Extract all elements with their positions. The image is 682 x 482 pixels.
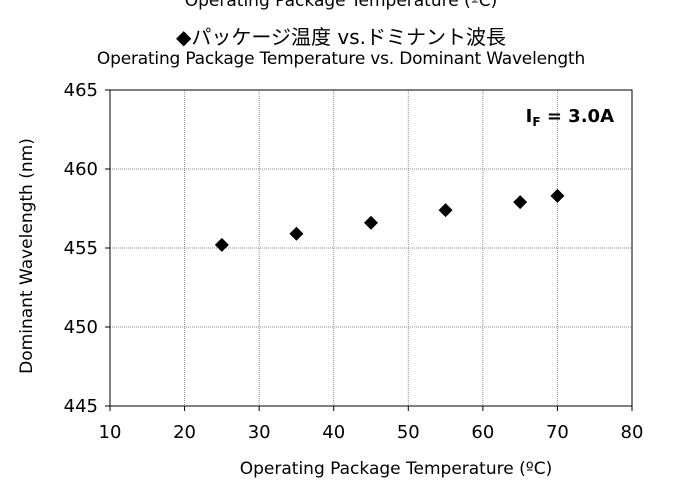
cropped-title-fragment: Operating Package Temperature (ºC) bbox=[184, 0, 498, 11]
y-tick-label: 450 bbox=[64, 317, 98, 338]
chart-title-english: Operating Package Temperature vs. Domina… bbox=[96, 49, 586, 69]
data-point-diamond bbox=[214, 237, 229, 252]
data-point-diamond bbox=[513, 195, 528, 210]
data-point-diamond bbox=[550, 188, 565, 203]
data-point-diamond bbox=[289, 226, 304, 241]
x-tick-label: 60 bbox=[471, 422, 494, 443]
gridlines bbox=[110, 90, 632, 406]
x-tick-label: 30 bbox=[248, 422, 271, 443]
x-axis-label: Operating Package Temperature (ºC) bbox=[240, 459, 553, 479]
x-tick-label: 70 bbox=[546, 422, 569, 443]
x-tick-label: 50 bbox=[397, 422, 420, 443]
axis-ticks: 10 20 30 40 50 60 70 80 445 450 455 460 465 bbox=[64, 80, 644, 443]
chart-title-japanese: ◆パッケージ温度 vs.ドミナント波長 bbox=[176, 25, 506, 49]
data-point-diamond bbox=[438, 203, 453, 218]
x-tick-label: 20 bbox=[173, 422, 196, 443]
y-tick-label: 455 bbox=[64, 238, 98, 259]
data-points bbox=[214, 188, 565, 252]
y-tick-label: 465 bbox=[64, 80, 98, 101]
x-tick-label: 10 bbox=[99, 422, 122, 443]
x-tick-label: 80 bbox=[621, 422, 644, 443]
y-tick-label: 460 bbox=[64, 159, 98, 180]
data-point-diamond bbox=[364, 215, 378, 230]
current-annotation: IF = 3.0A bbox=[526, 106, 614, 129]
x-tick-label: 40 bbox=[322, 422, 345, 443]
y-axis-label: Dominant Wavelength (nm) bbox=[17, 138, 37, 374]
y-tick-label: 445 bbox=[64, 396, 98, 417]
